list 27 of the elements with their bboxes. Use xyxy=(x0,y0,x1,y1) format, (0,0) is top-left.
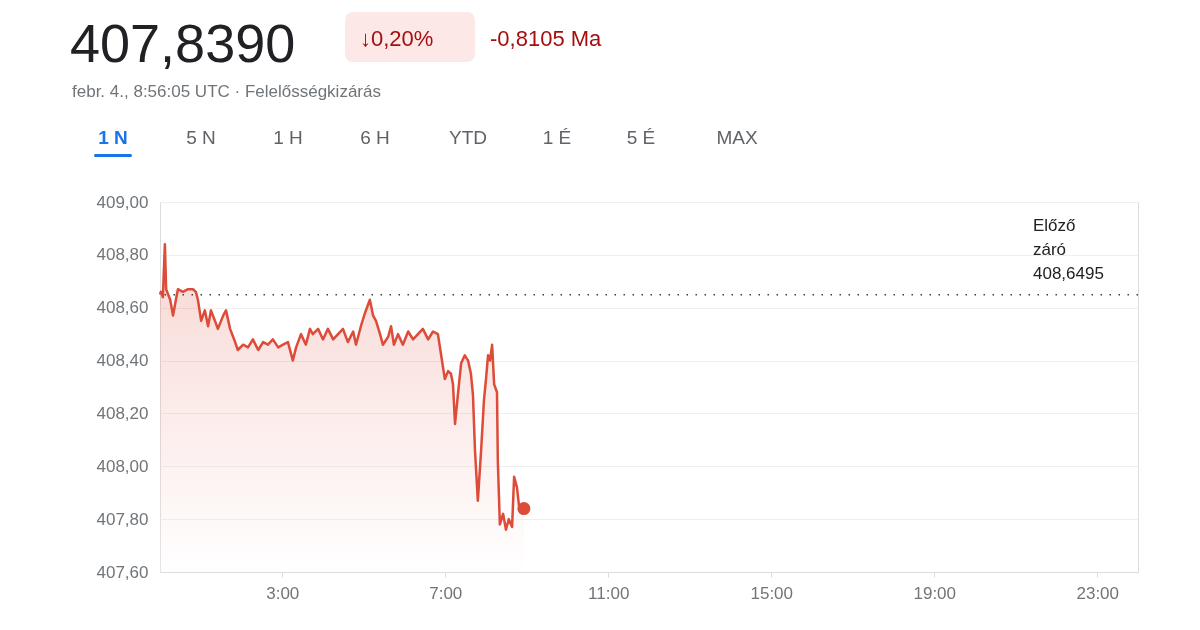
ref-line-label: Előző záró 408,6495 xyxy=(1033,215,1104,283)
text: 5 N xyxy=(186,127,216,148)
text: 1 É xyxy=(542,127,572,148)
text: febr. 4., 8:56:05 UTC · Felelősségkizárás xyxy=(72,82,381,101)
y-tick-label: 408,80 xyxy=(96,245,149,265)
text: 5 É xyxy=(626,127,656,148)
x-tick-label: 19:00 xyxy=(913,583,957,603)
chart-title: 407,8390 xyxy=(70,13,296,73)
text: MAX xyxy=(716,127,758,148)
text: YTD xyxy=(449,127,487,148)
y-tick-label: 408,00 xyxy=(96,456,149,476)
text: 1 H xyxy=(273,127,303,148)
text: 1 N xyxy=(98,127,128,148)
y-tick-label: 408,40 xyxy=(96,351,149,371)
x-tick-label: 3:00 xyxy=(266,583,300,603)
text: 6 H xyxy=(360,127,390,148)
y-tick-label: 407,80 xyxy=(96,509,149,529)
text: -0,8105 Ma xyxy=(490,26,603,51)
text: ↓0,20% xyxy=(360,26,434,51)
y-tick-label: 407,60 xyxy=(96,562,149,582)
y-tick-label: 409,00 xyxy=(96,192,149,212)
y-tick-label: 408,20 xyxy=(96,403,149,423)
x-tick-label: 23:00 xyxy=(1076,583,1120,603)
x-tick-label: 15:00 xyxy=(750,583,794,603)
y-tick-label: 408,60 xyxy=(96,298,149,318)
x-tick-label: 7:00 xyxy=(429,583,463,603)
x-tick-label: 11:00 xyxy=(588,583,630,603)
